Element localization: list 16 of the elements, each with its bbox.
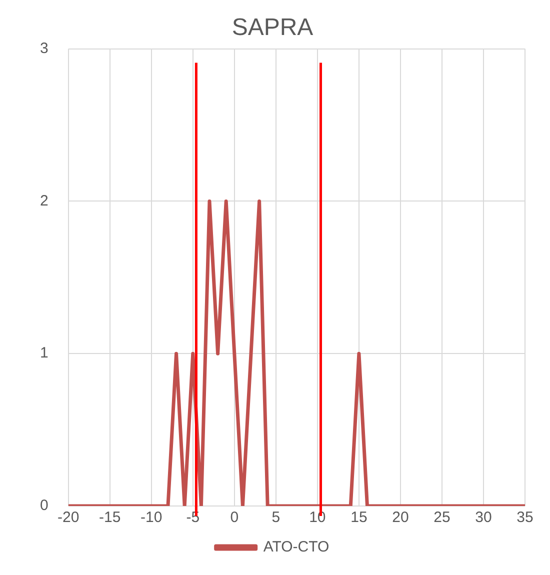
chart-title: SAPRA [232,14,314,42]
x-tick-label: 20 [392,509,409,526]
legend-label: ATO-CTO [263,538,330,556]
y-tick-label: 3 [40,40,48,57]
x-tick-label: -20 [58,509,80,526]
x-tick-label: -15 [99,509,121,526]
x-tick-label: -10 [140,509,162,526]
x-tick-label: 35 [516,509,534,526]
x-tick-label: 0 [230,509,239,526]
x-tick-label: 15 [350,509,368,526]
x-tick-label: 30 [475,509,492,526]
x-tick-label: 25 [434,509,450,526]
y-tick-label: 1 [40,344,48,362]
y-tick-label: 0 [40,497,48,514]
y-tick-label: 2 [40,192,48,210]
x-tick-label: 5 [272,509,280,526]
